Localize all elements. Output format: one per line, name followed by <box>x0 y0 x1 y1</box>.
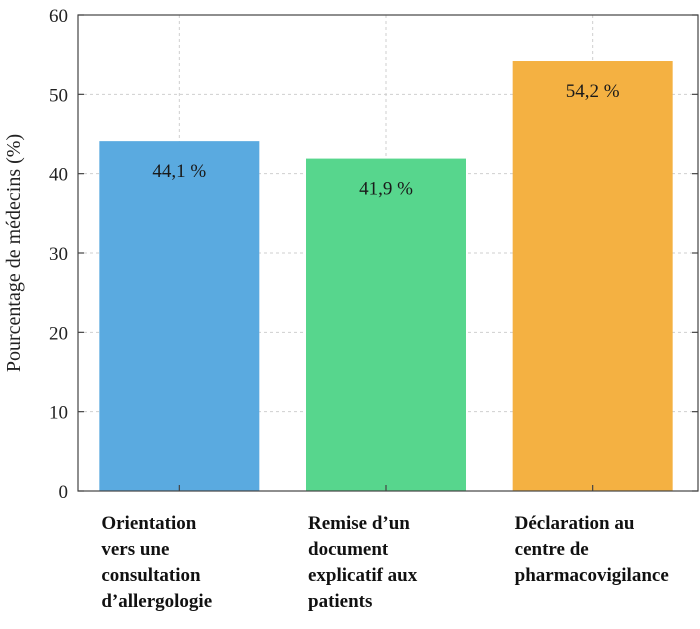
y-axis-ticks: 0 10 20 30 40 50 60 <box>49 6 698 503</box>
bar <box>512 61 673 491</box>
category-label-line: Remise d’un <box>308 513 410 534</box>
y-axis-title: Pourcentage de médecins (%) <box>3 134 25 372</box>
data-labels: 44,1 % 41,9 % 54,2 % <box>152 81 619 200</box>
y-tick-label: 50 <box>49 85 68 106</box>
category-label-line: consultation <box>101 565 201 586</box>
category-label-line: explicatif aux <box>308 565 418 586</box>
category-label-line: vers une <box>101 539 169 560</box>
category-label-line: d’allergologie <box>101 591 212 612</box>
y-tick-label: 30 <box>49 244 68 265</box>
bar <box>306 158 466 492</box>
category-label-line: centre de <box>515 539 589 560</box>
category-labels: Orientation vers une consultation d’allergo… <box>101 513 668 612</box>
bar-data-label: 41,9 % <box>359 179 413 200</box>
y-tick-label: 20 <box>49 323 68 344</box>
bar-data-label: 44,1 % <box>152 161 206 182</box>
y-tick-label: 0 <box>59 482 69 503</box>
y-tick-label: 60 <box>49 6 68 27</box>
bar-data-label: 54,2 % <box>566 81 620 102</box>
category-label-line: patients <box>308 591 372 612</box>
category-label-line: Orientation <box>101 513 196 534</box>
category-label-line: Déclaration au <box>515 513 635 534</box>
category-label-line: document <box>308 539 389 560</box>
bars <box>99 61 673 492</box>
category-label-line: pharmacovigilance <box>515 565 669 586</box>
bar <box>99 141 260 491</box>
y-tick-label: 40 <box>49 165 68 186</box>
y-tick-label: 10 <box>49 403 68 424</box>
